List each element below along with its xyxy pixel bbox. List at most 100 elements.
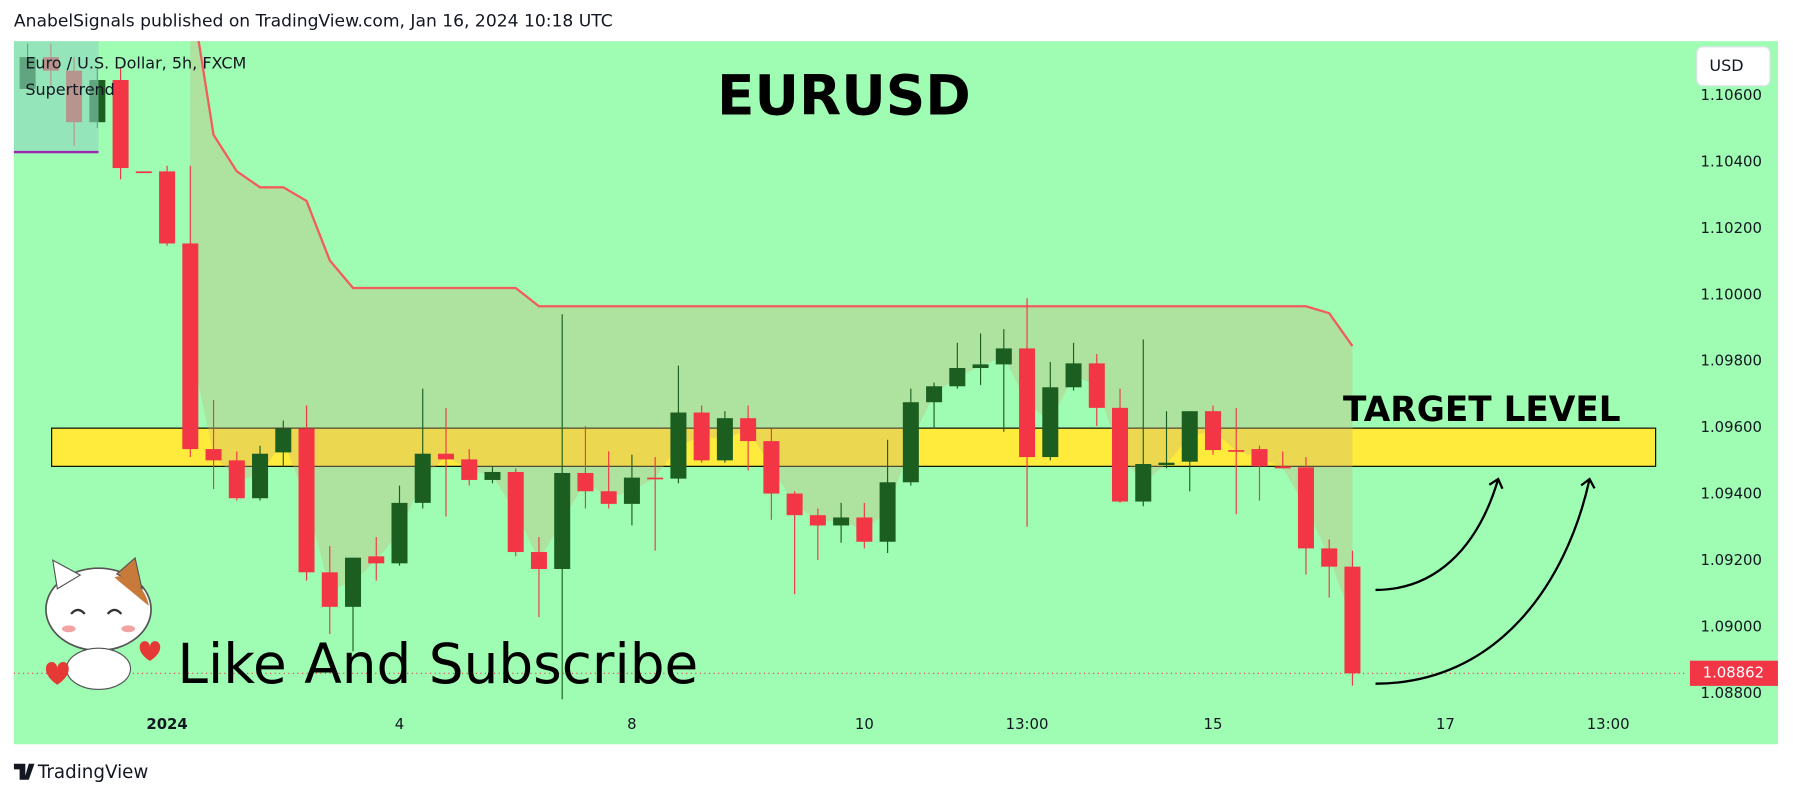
overlay-layer: 1.08800 1.09000 1.09200 1.09400 1.09600 1.098… (13, 86, 1778, 733)
arrow (1375, 477, 1504, 592)
annotation: Like And Subscribe (177, 632, 698, 696)
y-tick-label: 1.09600 (1700, 418, 1761, 436)
candle-body (786, 493, 803, 516)
candle-body (949, 368, 966, 387)
arrow (1375, 477, 1596, 685)
publish-info: AnabelSignals published on TradingView.c… (14, 12, 613, 32)
candle-body (1112, 407, 1129, 502)
x-tick-label: 4 (395, 715, 404, 733)
y-tick-label: 1.09800 (1700, 352, 1761, 370)
candle-body (135, 171, 152, 174)
supertrend-line (197, 41, 1354, 347)
candle-body (1065, 363, 1082, 388)
x-tick-label: 8 (627, 715, 636, 733)
candle-body (1274, 466, 1291, 469)
candle-body (926, 386, 943, 403)
currency-label[interactable]: USD (1709, 56, 1743, 75)
y-tick-label: 1.09400 (1700, 485, 1761, 503)
candle-body (112, 80, 129, 169)
chart-background (13, 41, 1778, 745)
candle-body (1042, 387, 1059, 458)
cat-patch (114, 576, 149, 606)
brand-logo: TradingView (13, 762, 149, 783)
candle-body (623, 477, 640, 504)
candle-body (833, 517, 850, 526)
x-tick-label: 15 (1204, 715, 1223, 733)
candle-body (1181, 411, 1198, 462)
last-price-box (1689, 660, 1778, 686)
indicator-legend: Supertrend (25, 80, 115, 99)
candle-body (275, 428, 292, 453)
candle-body (507, 471, 524, 553)
candle-body (391, 502, 408, 564)
target-zone (51, 427, 1657, 467)
candle-body (647, 477, 664, 480)
y-tick-label: 1.10600 (1700, 86, 1761, 104)
candle-layer (19, 41, 1361, 700)
cat-sticker (45, 556, 161, 690)
y-tick-label: 1.09000 (1700, 617, 1761, 635)
candle-body (1158, 462, 1175, 466)
candle-body (763, 441, 780, 494)
candle-body (205, 449, 222, 461)
currency-button-bg[interactable] (1696, 46, 1771, 87)
chart-title: EURUSD (717, 64, 971, 128)
candle-body (577, 472, 594, 492)
y-tick-label: 1.09200 (1700, 551, 1761, 569)
candle-body (1251, 449, 1268, 467)
candle-body (670, 412, 687, 479)
candle-body (1204, 411, 1221, 451)
heart (45, 661, 69, 685)
cat-ear (52, 559, 82, 590)
y-tick-label: 1.10200 (1700, 219, 1761, 237)
candle-body (368, 556, 385, 564)
candle-body (972, 364, 989, 369)
candle-body (345, 557, 362, 607)
cat-cheek (121, 625, 136, 633)
symbol-legend: Euro / U.S. Dollar, 5h, FXCM (25, 54, 246, 73)
y-tick-label: 1.10000 (1700, 285, 1761, 303)
candle-body (809, 515, 826, 526)
candle-body (1228, 450, 1245, 452)
candle-body (228, 460, 245, 499)
heart (139, 641, 161, 661)
last-price-label: 1.08862 (1703, 663, 1764, 681)
candle-body (902, 402, 919, 483)
candle-body (1321, 548, 1338, 567)
zone-layer (51, 427, 1657, 467)
candle-body (484, 471, 501, 480)
candle-body (716, 418, 733, 461)
currency-button[interactable]: USD (1696, 46, 1771, 87)
candle-body (995, 348, 1012, 365)
candle-body (1019, 348, 1036, 458)
x-tick-label: 17 (1436, 715, 1455, 733)
candle-body (1344, 566, 1361, 674)
y-tick-label: 1.10400 (1700, 152, 1761, 170)
candle-body (879, 482, 896, 542)
indicator-box (13, 41, 99, 154)
candle-body (437, 453, 454, 460)
cat-cheek (61, 625, 76, 633)
candle-body (693, 412, 710, 461)
candle-body (530, 552, 547, 569)
y-tick-label: 1.08800 (1700, 684, 1761, 702)
x-tick-label: 13:00 (1587, 715, 1630, 733)
candle-body (159, 171, 176, 244)
logo-mark (13, 763, 35, 780)
fill-layer (190, 41, 1353, 620)
candle-body (252, 453, 269, 499)
candle-body (856, 517, 873, 542)
candle-body (1297, 467, 1314, 549)
candle-body (461, 459, 478, 480)
candle-body (600, 491, 617, 504)
brand-name: TradingView (37, 762, 149, 783)
cat-eyes (70, 608, 123, 615)
candle-body (321, 572, 338, 607)
cat-body (65, 647, 132, 690)
candle-body (298, 428, 315, 573)
candle-body (740, 418, 757, 442)
x-tick-label: 13:00 (1006, 715, 1049, 733)
